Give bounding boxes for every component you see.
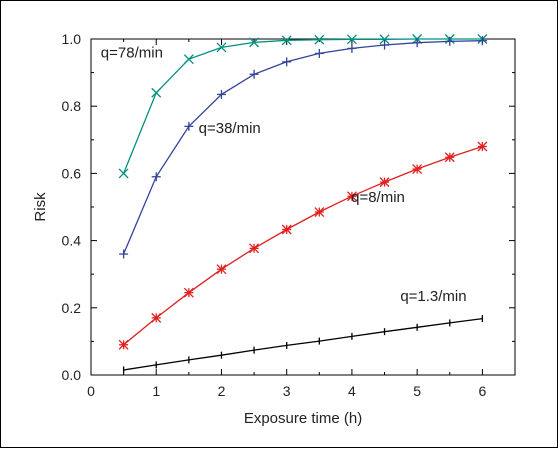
data-point [249,37,260,48]
y-tick-label: 0.4 [62,233,82,249]
data-point [183,287,194,298]
data-point [412,164,423,174]
y-tick-label: 0.2 [62,300,82,316]
y-tick-label: 1.0 [62,31,82,47]
x-tick-label: 2 [218,383,226,399]
data-point [151,312,162,323]
data-point [118,168,129,179]
x-tick-label: 1 [152,383,160,399]
data-point [380,40,390,50]
data-point [118,339,129,350]
series-label: q=8/min [351,189,405,206]
series-line [123,40,483,255]
data-point [282,57,292,67]
data-point [216,42,227,53]
x-tick-label: 3 [283,383,291,399]
data-point [379,177,390,188]
data-point [249,243,260,254]
data-point [151,172,161,182]
x-tick-label: 0 [87,383,95,399]
data-point [314,34,325,45]
data-point [346,191,357,202]
series-line [123,145,483,346]
data-point [412,38,422,48]
y-axis-label: Risk [32,192,49,222]
data-point [119,249,129,259]
y-tick-label: 0.0 [62,367,82,383]
y-tick-label: 0.6 [62,165,82,181]
data-point [216,264,227,275]
data-point [249,69,259,79]
data-point [346,34,357,45]
data-point [183,54,194,65]
data-point [184,121,194,131]
data-point [151,87,162,98]
data-point [314,207,325,217]
data-point [477,141,488,152]
data-point [281,224,292,235]
y-tick-label: 0.8 [62,98,82,114]
series-label: q=38/min [199,120,261,137]
data-point [477,36,487,46]
data-point [347,43,357,53]
x-tick-label: 4 [348,383,356,399]
plot-area [90,38,516,376]
data-point [379,34,390,45]
series-line [122,38,483,174]
data-point [314,48,324,58]
data-point [216,89,226,99]
data-point [445,36,455,46]
series-label: q=78/min [101,44,163,61]
x-axis-label: Exposure time (h) [244,410,362,427]
x-tick-label: 5 [413,383,421,399]
x-tick-label: 6 [478,383,486,399]
series-line [123,317,483,371]
data-point [281,35,292,46]
data-point [444,152,455,163]
series-label: q=1.3/min [400,288,466,305]
